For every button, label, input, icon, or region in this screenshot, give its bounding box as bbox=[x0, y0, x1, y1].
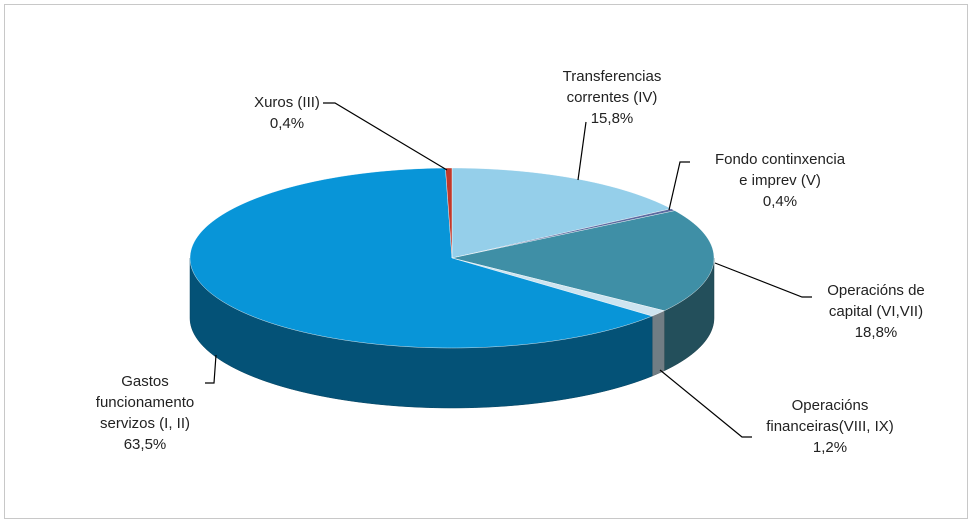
slice-label: Operacións de capital (VI,VII) 18,8% bbox=[776, 280, 973, 343]
category-label: Gastos funcionamento servizos (I, II) bbox=[95, 373, 195, 432]
slice-label: Gastos funcionamento servizos (I, II) 63,… bbox=[45, 371, 245, 455]
value-label: 15,8% bbox=[590, 110, 634, 127]
value-label: 18,8% bbox=[854, 324, 898, 341]
leader-line bbox=[659, 369, 752, 438]
slice-label: Operacións financeiras(VIII, IX) 1,2% bbox=[730, 395, 930, 458]
value-label: 0,4% bbox=[762, 193, 798, 210]
pie-slice bbox=[451, 210, 715, 311]
leader-line bbox=[668, 161, 690, 211]
category-label: Operacións de capital (VI,VII) bbox=[827, 282, 925, 320]
category-label: Xuros (III) bbox=[254, 94, 320, 111]
leader-line bbox=[205, 354, 217, 384]
pie-side bbox=[651, 310, 665, 377]
leader-line bbox=[714, 262, 812, 298]
leader-line bbox=[323, 102, 448, 171]
value-label: 0,4% bbox=[269, 115, 305, 132]
pie bbox=[189, 167, 715, 409]
slice-label: Fondo continxencia e imprev (V) 0,4% bbox=[680, 149, 880, 212]
category-label: Operacións financeiras(VIII, IX) bbox=[766, 397, 894, 435]
category-label: Fondo continxencia e imprev (V) bbox=[714, 151, 846, 189]
pie-slice bbox=[451, 167, 672, 259]
leaders bbox=[205, 102, 812, 438]
category-label: Transferencias correntes (IV) bbox=[562, 68, 662, 106]
pie-slice bbox=[451, 257, 665, 317]
slice-label: Xuros (III) 0,4% bbox=[187, 92, 387, 134]
pie-slice bbox=[445, 167, 453, 259]
value-label: 1,2% bbox=[812, 439, 848, 456]
slice-label: Transferencias correntes (IV) 15,8% bbox=[512, 66, 712, 129]
value-label: 63,5% bbox=[123, 436, 167, 453]
leader-line bbox=[577, 121, 587, 181]
pie-slice bbox=[189, 167, 653, 349]
